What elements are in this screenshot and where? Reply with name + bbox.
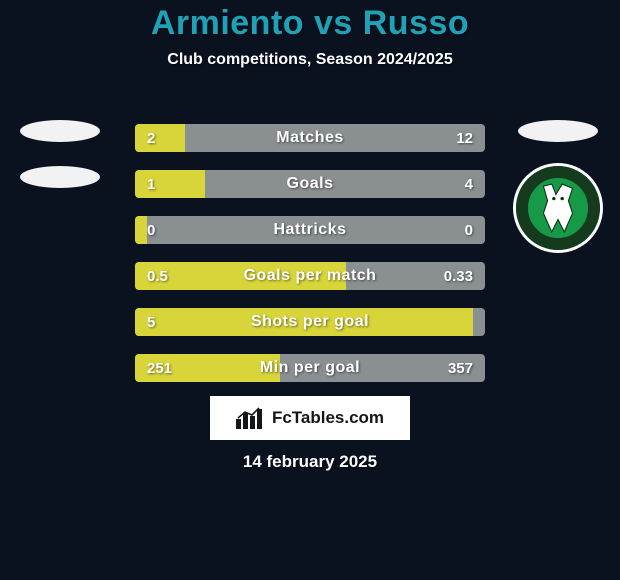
stat-row: 00Hattricks (135, 216, 485, 244)
fctables-logo: FcTables.com (210, 396, 410, 440)
stat-right-value: 4 (205, 170, 485, 198)
placeholder-ellipse (20, 120, 100, 142)
stat-right-value: 0.33 (346, 262, 485, 290)
stat-right-value: 357 (280, 354, 485, 382)
placeholder-ellipse (518, 120, 598, 142)
stat-left-value: 0 (135, 216, 147, 244)
stat-left-value: 0.5 (135, 262, 346, 290)
stat-left-value: 251 (135, 354, 280, 382)
stat-row: 5Shots per goal (135, 308, 485, 336)
player-right-logo-area (516, 120, 600, 250)
stat-left-value: 1 (135, 170, 205, 198)
footer-date: 14 february 2025 (0, 452, 620, 472)
bars-icon (236, 407, 266, 429)
subtitle: Club competitions, Season 2024/2025 (0, 51, 620, 69)
placeholder-ellipse (20, 166, 100, 188)
stat-row: 212Matches (135, 124, 485, 152)
fctables-text: FcTables.com (272, 408, 384, 428)
stat-right-value: 12 (185, 124, 485, 152)
comparison-card: Armiento vs Russo Club competitions, Sea… (0, 0, 620, 580)
stat-row: 0.50.33Goals per match (135, 262, 485, 290)
club-badge (516, 166, 600, 250)
stat-right-value (473, 308, 485, 336)
stat-right-value: 0 (147, 216, 485, 244)
player-left-logo-area (20, 120, 100, 188)
stat-row: 251357Min per goal (135, 354, 485, 382)
wolf-icon (537, 182, 579, 234)
stat-bars: 212Matches 14Goals 00Hattricks 0.50.33Goals… (135, 124, 485, 382)
stat-left-value: 2 (135, 124, 185, 152)
page-title: Armiento vs Russo (0, 4, 620, 43)
stat-left-value: 5 (135, 308, 473, 336)
stat-row: 14Goals (135, 170, 485, 198)
